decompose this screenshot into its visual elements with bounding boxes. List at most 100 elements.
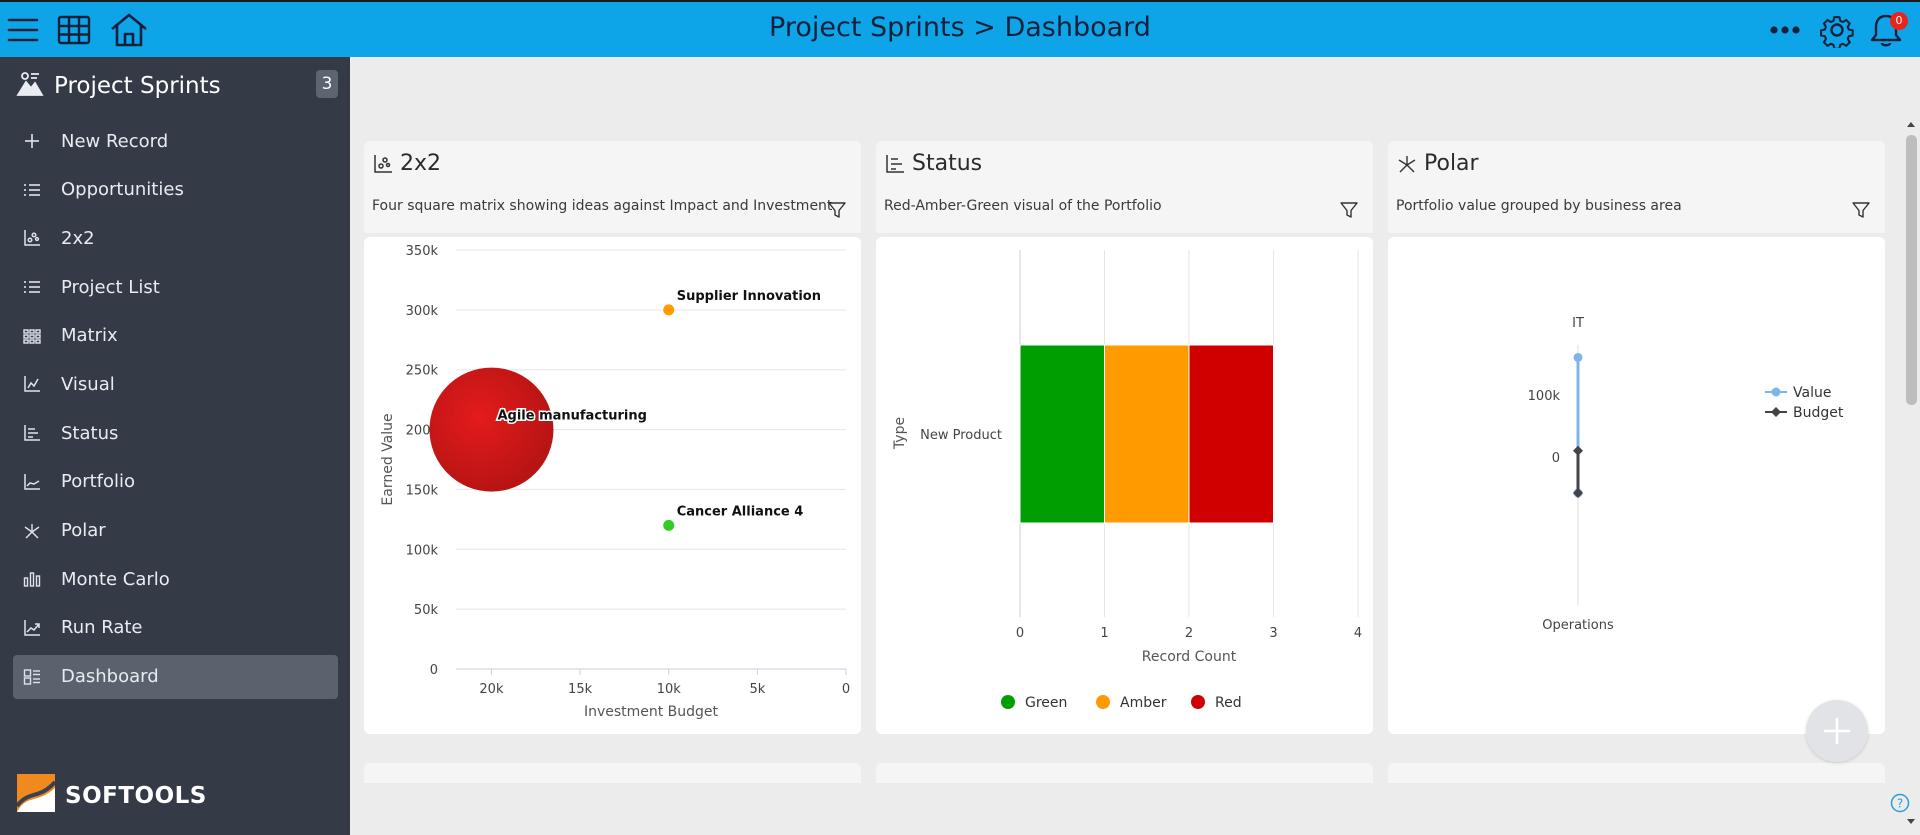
app-count-badge: 3 <box>316 70 338 98</box>
matrix-icon <box>21 325 43 347</box>
y-tick-label: 300k <box>406 304 439 319</box>
data-point <box>662 303 676 317</box>
sidebar-item-label: Polar <box>61 520 106 541</box>
radial-tick-label: 100k <box>1528 389 1561 404</box>
filter-icon[interactable] <box>1340 201 1358 223</box>
card-description: Red-Amber-Green visual of the Portfolio <box>884 198 1162 214</box>
sidebar-item-label: Portfolio <box>61 471 136 493</box>
y-category-label: New Product <box>920 428 1002 443</box>
add-widget-button[interactable] <box>1806 700 1868 762</box>
x-tick-label: 3 <box>1269 626 1277 641</box>
sidebar-item-project-list[interactable]: Project List <box>13 265 338 309</box>
bar-chart-icon <box>885 154 905 178</box>
app-logo-icon <box>16 70 44 102</box>
sidebar-item-label: New Record <box>61 130 169 152</box>
legend-label: Amber <box>1120 695 1167 711</box>
softools-logo-icon <box>15 774 57 818</box>
more-options-icon[interactable] <box>1768 2 1802 57</box>
data-point-bubble <box>429 367 554 492</box>
x-tick-label: 15k <box>568 682 593 697</box>
sidebar-item-new-record[interactable]: New Record <box>13 119 338 163</box>
filter-icon[interactable] <box>828 201 846 223</box>
trend-chart-icon <box>21 617 43 639</box>
data-label: Agile manufacturing <box>497 409 646 424</box>
data-point <box>1573 445 1583 456</box>
data-point <box>662 518 676 532</box>
sidebar-item-monte-carlo[interactable]: Monte Carlo <box>13 557 338 601</box>
category-label: Operations <box>1542 618 1614 633</box>
polar-chart-icon <box>21 520 43 542</box>
x-axis-title: Investment Budget <box>584 704 719 720</box>
filter-icon[interactable] <box>1852 201 1870 223</box>
scatter-chart-icon <box>373 154 393 178</box>
legend-label: Value <box>1793 385 1831 401</box>
scrollbar-thumb[interactable] <box>1906 135 1917 405</box>
card-description: Portfolio value grouped by business area <box>1396 198 1682 214</box>
bar-segment-red <box>1188 344 1274 524</box>
data-label: Supplier Innovation <box>677 289 821 304</box>
card-title: 2x2 <box>400 151 442 176</box>
sidebar-item-label: Status <box>61 422 119 444</box>
card-next-row-3 <box>1388 763 1885 783</box>
legend-marker <box>1771 407 1781 417</box>
category-label: IT <box>1572 316 1584 331</box>
bar-chart-icon <box>21 422 43 444</box>
y-tick-label: 0 <box>430 663 438 678</box>
data-label: Cancer Alliance 4 <box>677 504 804 519</box>
sidebar-item-opportunities[interactable]: Opportunities <box>13 168 338 212</box>
sidebar-item-portfolio[interactable]: Portfolio <box>13 460 338 504</box>
top-bar: Project Sprints > Dashboard 0 <box>0 0 1920 57</box>
sidebar-item-status[interactable]: Status <box>13 411 338 455</box>
sidebar-item-visual[interactable]: Visual <box>13 362 338 406</box>
sidebar-item-label: Matrix <box>61 325 118 347</box>
notification-count-badge: 0 <box>1890 12 1908 30</box>
data-point <box>1573 352 1583 362</box>
apps-grid-icon[interactable] <box>56 2 92 57</box>
softools-logo-text: SOFTOOLS <box>65 783 207 809</box>
y-tick-label: 250k <box>406 364 439 379</box>
page-title: Project Sprints > Dashboard <box>769 12 1151 43</box>
settings-gear-icon[interactable] <box>1818 2 1856 57</box>
polar-chart: IT Operations 100k 0 Value Budget <box>1528 316 1844 633</box>
sidebar-item-run-rate[interactable]: Run Rate <box>13 606 338 650</box>
area-chart-icon <box>21 471 43 493</box>
sidebar-item-label: Dashboard <box>61 666 159 688</box>
sidebar-item-2x2[interactable]: 2x2 <box>13 216 338 260</box>
card-title: Status <box>912 151 983 176</box>
hamburger-menu-icon[interactable] <box>6 2 40 57</box>
data-point <box>1573 488 1583 498</box>
x-tick-label: 20k <box>479 682 504 697</box>
y-tick-label: 150k <box>406 483 439 498</box>
sidebar-item-label: Project List <box>61 276 160 298</box>
app-brand[interactable]: Project Sprints <box>16 70 221 102</box>
y-axis-title: Type <box>892 417 908 450</box>
radial-tick-label: 0 <box>1552 451 1560 466</box>
y-tick-label: 50k <box>414 603 439 618</box>
x-tick-label: 0 <box>842 682 850 697</box>
card-polar-chart: IT Operations 100k 0 Value Budget <box>1388 237 1885 734</box>
sidebar-nav: New Record Opportunities 2x2 Project Lis… <box>13 119 338 703</box>
sidebar-item-label: Opportunities <box>61 179 184 201</box>
card-title: Polar <box>1424 151 1479 176</box>
sidebar-item-label: Run Rate <box>61 617 143 639</box>
sidebar-item-polar[interactable]: Polar <box>13 509 338 553</box>
card-next-row-1 <box>364 763 861 783</box>
stacked-bar-chart: 0 1 2 3 4 New Product Record Count Type Green Amb… <box>892 250 1362 711</box>
card-2x2-header: 2x2 Four square matrix showing ideas aga… <box>364 141 861 233</box>
legend-label: Budget <box>1793 405 1844 421</box>
home-icon[interactable] <box>108 2 150 57</box>
column-chart-icon <box>21 568 43 590</box>
help-icon[interactable]: ? <box>1890 793 1910 813</box>
card-next-row-2 <box>876 763 1373 783</box>
sidebar-item-matrix[interactable]: Matrix <box>13 314 338 358</box>
vertical-scrollbar[interactable] <box>1902 117 1920 829</box>
bar-segment-amber <box>1104 344 1190 524</box>
list-icon <box>21 179 43 201</box>
legend-marker <box>1771 387 1781 397</box>
x-tick-label: 2 <box>1185 626 1193 641</box>
sidebar-item-dashboard[interactable]: Dashboard <box>13 654 338 699</box>
polar-chart-icon <box>1397 154 1417 178</box>
sidebar-item-label: 2x2 <box>61 227 95 249</box>
legend-marker <box>1191 695 1205 709</box>
